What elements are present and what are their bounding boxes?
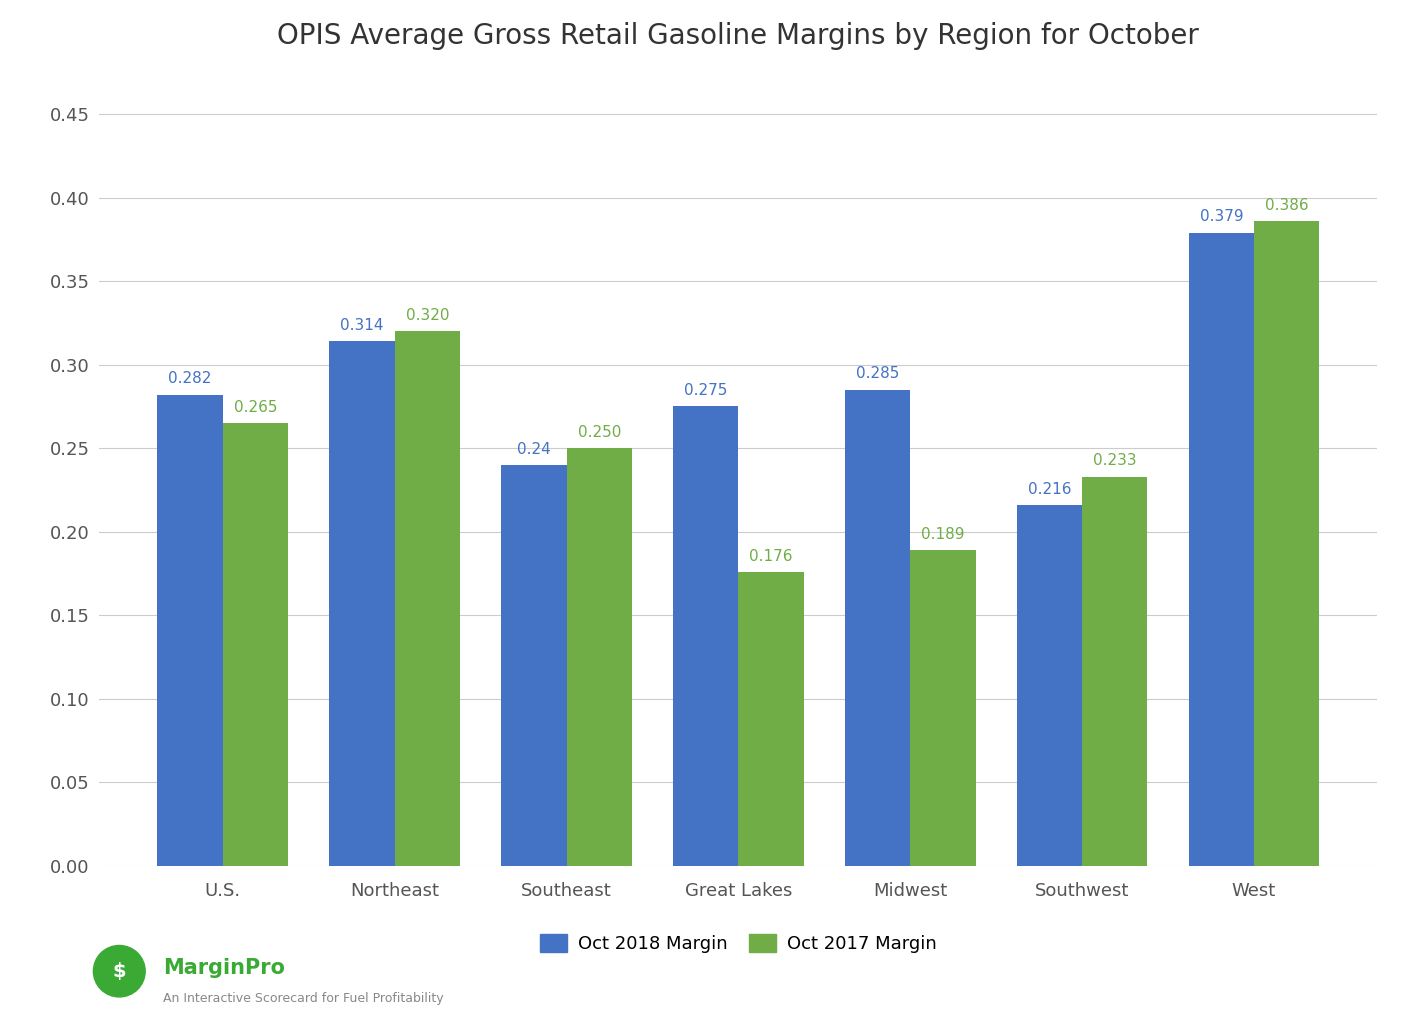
Bar (910, 551, 976, 866)
Text: 0.285: 0.285 (856, 366, 899, 381)
Text: 0.176: 0.176 (750, 548, 792, 564)
Text: 0.216: 0.216 (1028, 481, 1071, 497)
Text: 0.250: 0.250 (578, 425, 621, 440)
Text: 0.282: 0.282 (169, 371, 212, 387)
Bar (395, 331, 460, 866)
Text: An Interactive Scorecard for Fuel Profitability: An Interactive Scorecard for Fuel Profit… (163, 992, 444, 1005)
Text: 0.265: 0.265 (234, 400, 277, 414)
Text: 0.314: 0.314 (341, 318, 383, 333)
Text: 0.233: 0.233 (1093, 454, 1136, 468)
Text: 0.275: 0.275 (684, 384, 727, 398)
Bar (329, 341, 395, 866)
Text: 0.386: 0.386 (1265, 198, 1308, 212)
Bar (567, 448, 632, 866)
Bar (1189, 233, 1254, 866)
Text: 0.24: 0.24 (517, 441, 551, 457)
Text: 0.320: 0.320 (406, 308, 449, 323)
Bar (158, 395, 223, 866)
Bar (1082, 476, 1147, 866)
Bar (673, 406, 738, 866)
Text: $: $ (112, 962, 126, 980)
Title: OPIS Average Gross Retail Gasoline Margins by Region for October: OPIS Average Gross Retail Gasoline Margi… (277, 23, 1200, 51)
Bar (738, 572, 804, 866)
Text: MarginPro: MarginPro (163, 958, 285, 978)
Bar (223, 423, 288, 866)
Bar (1254, 221, 1319, 866)
Text: 0.379: 0.379 (1200, 209, 1242, 225)
Legend: Oct 2018 Margin, Oct 2017 Margin: Oct 2018 Margin, Oct 2017 Margin (532, 927, 944, 960)
Bar (845, 390, 910, 866)
Circle shape (94, 945, 145, 997)
Bar (501, 465, 567, 866)
Bar (1017, 505, 1082, 866)
Text: 0.189: 0.189 (922, 527, 964, 542)
